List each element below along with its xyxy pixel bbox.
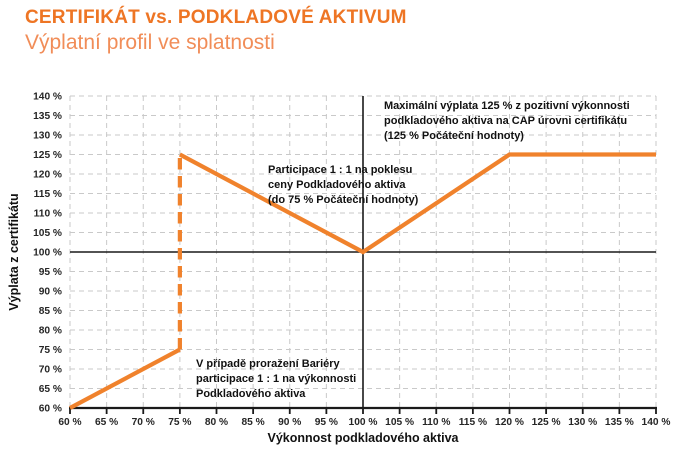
payoff-above-barrier-line	[178, 152, 656, 255]
svg-text:100 %: 100 %	[33, 248, 62, 259]
x-tick-labels: 60 % 65 % 70 % 75 % 80 % 85 % 90 % 95 % 100 % 105…	[58, 417, 670, 428]
svg-text:90 %: 90 %	[39, 287, 62, 298]
svg-text:90 %: 90 %	[278, 417, 301, 428]
svg-text:105 %: 105 %	[385, 417, 414, 428]
page-title: CERTIFIKÁT vs. PODKLADOVÉ AKTIVUM	[25, 7, 407, 28]
svg-text:125 %: 125 %	[532, 417, 561, 428]
svg-text:110 %: 110 %	[34, 209, 62, 220]
page-subtitle: Výplatní profil ve splatnosti	[25, 31, 275, 54]
annotation-participation-decline: Participace 1 : 1 na poklesu ceny Podkla…	[268, 164, 419, 206]
svg-text:130 %: 130 %	[33, 131, 62, 142]
svg-text:70 %: 70 %	[39, 365, 62, 376]
annotation-barrier-breach: V případě proražení Bariéry participace …	[196, 358, 357, 400]
svg-text:125 %: 125 %	[33, 150, 62, 161]
y-tick-labels: 60 % 65 % 70 % 75 % 80 % 85 % 90 % 95 % 100 % 105…	[33, 92, 62, 415]
svg-text:75 %: 75 %	[168, 417, 191, 428]
svg-text:80 %: 80 %	[39, 326, 62, 337]
svg-text:80 %: 80 %	[205, 417, 228, 428]
svg-text:115 %: 115 %	[34, 189, 62, 200]
svg-text:60 %: 60 %	[39, 404, 62, 415]
svg-text:130 %: 130 %	[568, 417, 597, 428]
svg-text:115 %: 115 %	[459, 417, 487, 428]
svg-text:85 %: 85 %	[39, 306, 62, 317]
svg-text:105 %: 105 %	[33, 228, 62, 239]
payoff-below-barrier-line	[69, 347, 181, 410]
svg-text:100 %: 100 %	[349, 417, 378, 428]
svg-text:70 %: 70 %	[132, 417, 155, 428]
svg-text:120 %: 120 %	[495, 417, 524, 428]
svg-text:95 %: 95 %	[39, 267, 62, 278]
svg-text:120 %: 120 %	[33, 170, 62, 181]
svg-text:85 %: 85 %	[242, 417, 265, 428]
svg-text:75 %: 75 %	[39, 345, 62, 356]
svg-text:140 %: 140 %	[33, 92, 62, 103]
svg-text:140 %: 140 %	[642, 417, 671, 428]
y-axis-title: Výplata z certifikátu	[7, 193, 21, 311]
svg-text:135 %: 135 %	[605, 417, 634, 428]
svg-text:110 %: 110 %	[422, 417, 450, 428]
x-tick-marks	[69, 408, 657, 414]
svg-text:135 %: 135 %	[33, 111, 62, 122]
annotation-cap-level: Maximální výplata 125 % z pozitivní výko…	[384, 100, 630, 142]
svg-text:65 %: 65 %	[39, 384, 62, 395]
svg-text:95 %: 95 %	[315, 417, 338, 428]
x-axis-title: Výkonnost podkladového aktiva	[267, 431, 459, 445]
svg-text:65 %: 65 %	[95, 417, 118, 428]
svg-text:60 %: 60 %	[58, 417, 81, 428]
